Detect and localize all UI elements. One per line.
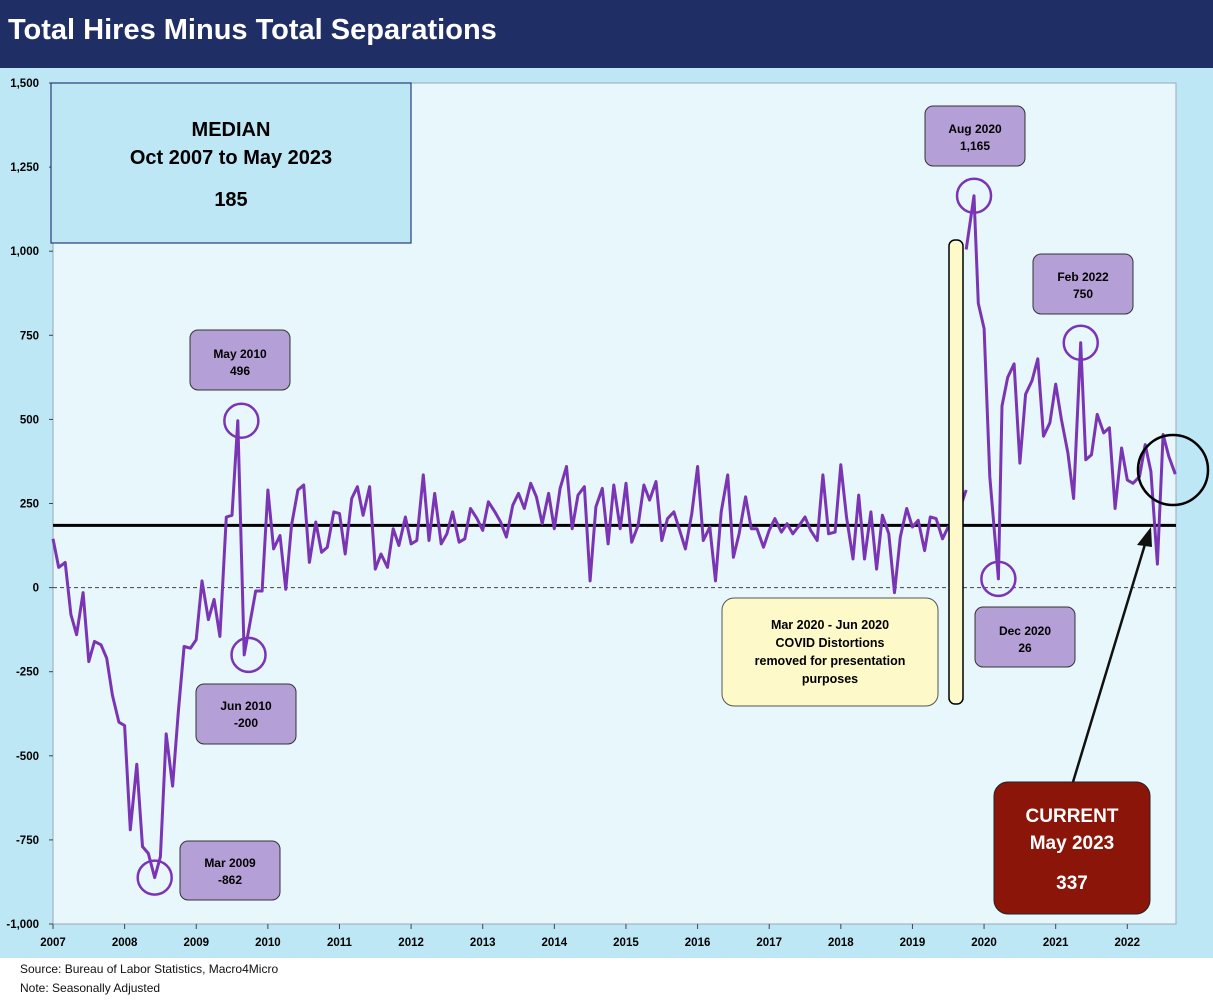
callout-jun2010-label: Jun 2010: [220, 699, 272, 713]
covid-box-line3: removed for presentation: [755, 654, 906, 668]
current-arrow-shaft: [1071, 540, 1148, 783]
y-tick-label: 0: [33, 583, 39, 595]
callout-feb2022-value: 750: [1073, 287, 1093, 301]
current-box: CURRENT May 2023 337: [993, 781, 1151, 915]
callout-may2010-value: 496: [230, 364, 250, 378]
current-box-line2: May 2023: [1030, 833, 1115, 854]
x-tick-label: 2019: [900, 937, 926, 949]
covid-box-line4: purposes: [802, 672, 858, 686]
x-tick-label: 2013: [470, 937, 496, 949]
callout-dec2020-label: Dec 2020: [999, 624, 1051, 638]
median-box-line2: Oct 2007 to May 2023: [130, 147, 332, 169]
y-tick-label: -500: [16, 751, 39, 763]
y-tick-label: 1,250: [10, 162, 39, 174]
x-tick-label: 2012: [398, 937, 424, 949]
x-tick-label: 2022: [1115, 937, 1141, 949]
highlight-circle-mar2009: [136, 859, 173, 896]
covid-box-line2: COVID Distortions: [775, 636, 884, 650]
source-note: Source: Bureau of Labor Statistics, Macr…: [20, 962, 279, 976]
x-tick-label: 2020: [971, 937, 997, 949]
callout-may2010: May 2010 496: [189, 329, 291, 391]
x-tick-label: 2009: [183, 937, 209, 949]
x-tick-label: 2008: [112, 937, 138, 949]
callout-aug2020-label: Aug 2020: [948, 122, 1002, 136]
x-tick-label: 2018: [828, 937, 854, 949]
callout-jun2010: Jun 2010 -200: [195, 683, 297, 745]
y-tick-label: 500: [20, 414, 39, 426]
highlight-circle-may2010: [223, 402, 260, 439]
median-box-value: 185: [214, 189, 247, 211]
seasonal-note: Note: Seasonally Adjusted: [20, 981, 161, 995]
callout-feb2022-label: Feb 2022: [1057, 270, 1109, 284]
chart-title: Total Hires Minus Total Separations: [8, 14, 497, 46]
x-tick-label: 2011: [327, 937, 353, 949]
covid-box: Mar 2020 - Jun 2020 COVID Distortions re…: [721, 597, 939, 707]
highlight-circle-aug2020: [955, 177, 993, 214]
covid-box-line1: Mar 2020 - Jun 2020: [771, 618, 889, 632]
y-tick-label: 750: [20, 330, 39, 342]
y-tick-label: -750: [16, 835, 39, 847]
highlight-circle-jun2010: [230, 636, 267, 674]
footer: Source: Bureau of Labor Statistics, Macr…: [20, 960, 278, 998]
callout-may2010-label: May 2010: [213, 347, 267, 361]
y-tick-label: -1,000: [6, 919, 39, 931]
callout-mar2009: Mar 2009 -862: [179, 840, 281, 901]
callout-aug2020: Aug 2020 1,165: [924, 105, 1026, 167]
y-tick-label: -250: [16, 667, 39, 679]
x-tick-label: 2016: [685, 937, 711, 949]
callout-dec2020: Dec 2020 26: [974, 606, 1076, 668]
x-tick-label: 2014: [542, 937, 568, 949]
current-box-value: 337: [1056, 873, 1088, 894]
callout-aug2020-value: 1,165: [960, 139, 990, 153]
current-box-line1: CURRENT: [1026, 806, 1119, 827]
callout-mar2009-value: -862: [218, 873, 242, 887]
callout-jun2010-value: -200: [234, 716, 258, 730]
callout-feb2022: Feb 2022 750: [1032, 253, 1134, 315]
y-tick-label: 1,000: [10, 246, 39, 258]
x-tick-label: 2010: [255, 937, 281, 949]
x-tick-label: 2017: [756, 937, 782, 949]
current-arrow-head: [1137, 527, 1152, 547]
series-line-segment-2: [964, 194, 1177, 581]
median-box-line1: MEDIAN: [192, 119, 271, 141]
series-line-segment-1: [51, 419, 968, 880]
x-tick-label: 2007: [40, 937, 66, 949]
covid-gap-marker: [948, 239, 964, 705]
y-tick-label: 1,500: [10, 78, 39, 90]
highlight-circle-feb2022: [1062, 324, 1099, 361]
x-tick-label: 2021: [1043, 937, 1069, 949]
y-tick-label: 250: [20, 499, 39, 511]
current-highlight-circle: [1136, 433, 1210, 507]
title-bar: Total Hires Minus Total Separations: [0, 0, 1213, 68]
median-box: MEDIAN Oct 2007 to May 2023 185: [50, 82, 412, 244]
callout-mar2009-label: Mar 2009: [204, 856, 256, 870]
callout-dec2020-value: 26: [1018, 641, 1032, 655]
highlight-circle-dec2020: [980, 560, 1017, 598]
x-tick-label: 2015: [613, 937, 639, 949]
